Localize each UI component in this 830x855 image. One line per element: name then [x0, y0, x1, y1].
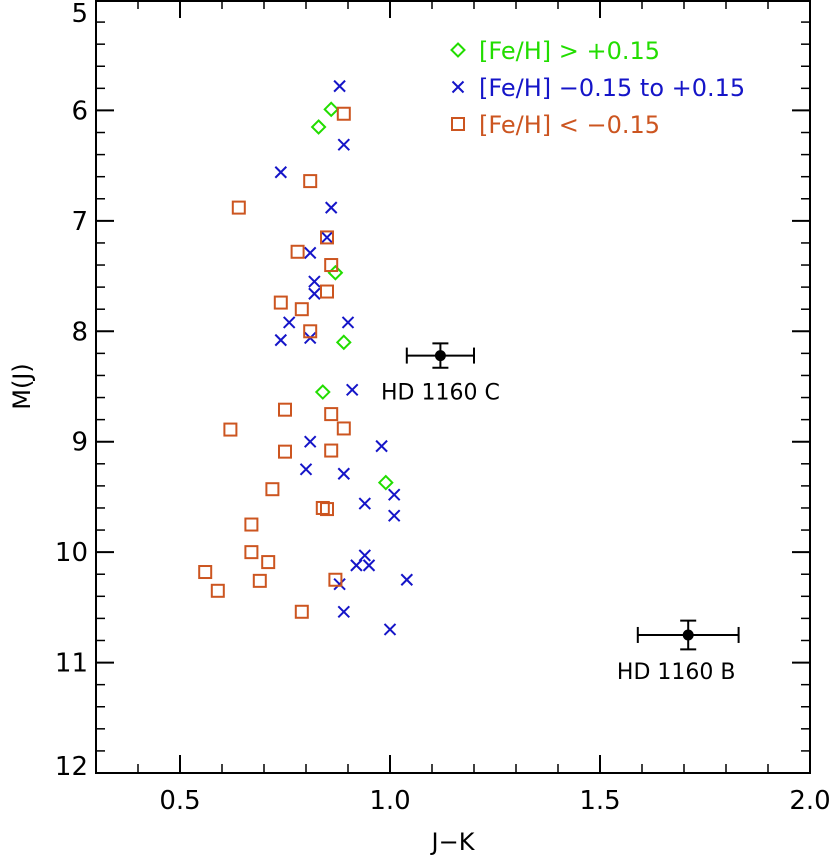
legend-marker	[450, 42, 466, 58]
cross-point	[383, 623, 397, 636]
legend-marker	[451, 80, 465, 94]
y-tick-label: 6	[71, 96, 88, 126]
diamond-point	[323, 101, 340, 118]
square-point	[231, 200, 246, 215]
companion-point	[434, 350, 446, 362]
square-point	[324, 258, 339, 273]
cross-point	[358, 549, 372, 562]
square-point	[223, 422, 238, 437]
plot-frame	[95, 0, 811, 774]
cross-point	[274, 333, 288, 347]
companion-point	[682, 629, 694, 641]
square-point	[278, 444, 292, 459]
square-point	[261, 555, 276, 570]
point-annotation: HD 1160 B	[617, 660, 736, 685]
cross-point	[358, 497, 372, 510]
cross-point	[387, 509, 401, 522]
square-point	[303, 324, 318, 339]
diamond-point	[327, 264, 344, 281]
square-point	[315, 500, 330, 515]
cross-point	[375, 439, 388, 453]
y-tick-label: 5	[71, 0, 88, 29]
cross-point	[303, 435, 317, 448]
cross-point	[362, 559, 376, 572]
square-point	[252, 573, 267, 588]
square-point	[336, 421, 351, 436]
square-point	[303, 174, 318, 189]
square-point	[244, 517, 259, 532]
square-point	[320, 502, 334, 517]
cross-point	[345, 383, 359, 397]
x-tick-label: 1.5	[579, 786, 620, 816]
y-tick-label: 8	[71, 317, 88, 347]
cross-point	[308, 287, 321, 300]
x-tick-label: 0.5	[159, 786, 200, 816]
square-point	[198, 565, 213, 580]
square-point	[320, 230, 334, 245]
y-tick-label: 12	[55, 752, 88, 782]
square-point	[244, 545, 259, 560]
axes-ticks: 0.5 1.0 1.5 2.0 5 6 7 8 9 10 11 12	[55, 0, 830, 816]
cross-point	[320, 231, 334, 244]
y-tick-label: 11	[55, 649, 88, 679]
cross-point	[299, 463, 313, 476]
square-point	[294, 604, 309, 619]
diamond-point	[314, 384, 331, 400]
cross-point	[341, 316, 355, 329]
diamond-point	[310, 119, 327, 135]
cross-point	[350, 559, 363, 572]
square-point	[324, 407, 339, 422]
y-tick-label: 7	[71, 207, 88, 237]
diamond-point	[335, 334, 352, 351]
legend-label: [Fe/H] > +0.15	[479, 37, 660, 65]
y-tick-label: 10	[55, 538, 88, 568]
cross-point	[303, 246, 317, 260]
cross-point	[274, 166, 288, 179]
legend: [Fe/H] > +0.15 [Fe/H] −0.15 to +0.15 [Fe/H…	[450, 37, 745, 139]
square-point	[294, 302, 309, 317]
diamond-point	[377, 474, 394, 491]
square-point	[324, 443, 339, 458]
x-tick-label: 1.0	[369, 786, 410, 816]
y-axis-label: M(J)	[8, 363, 36, 410]
legend-label: [Fe/H] < −0.15	[479, 111, 660, 139]
cross-point	[333, 79, 346, 93]
cross-point	[333, 577, 346, 591]
cross-point	[337, 605, 351, 618]
cross-point	[337, 467, 351, 480]
point-annotation: HD 1160 C	[381, 381, 500, 406]
square-point	[290, 244, 305, 259]
square-point	[210, 583, 225, 598]
square-point	[278, 402, 292, 417]
cross-point	[324, 201, 338, 214]
y-tick-label: 9	[71, 428, 88, 458]
square-point	[265, 482, 280, 497]
cross-point	[387, 488, 401, 501]
square-point	[320, 284, 334, 299]
square-point	[328, 572, 343, 587]
cross-point	[337, 138, 351, 151]
cross-point	[400, 573, 414, 586]
square-point	[273, 295, 288, 310]
legend-marker	[451, 117, 465, 131]
square-point	[336, 106, 351, 121]
cross-point	[308, 275, 321, 288]
cross-point	[282, 316, 296, 329]
data-marks: HD 1160 C HD 1160 B	[198, 79, 740, 685]
x-axis-label: J−K	[430, 828, 476, 855]
legend-label: [Fe/H] −0.15 to +0.15	[479, 74, 745, 102]
x-tick-label: 2.0	[789, 786, 830, 816]
